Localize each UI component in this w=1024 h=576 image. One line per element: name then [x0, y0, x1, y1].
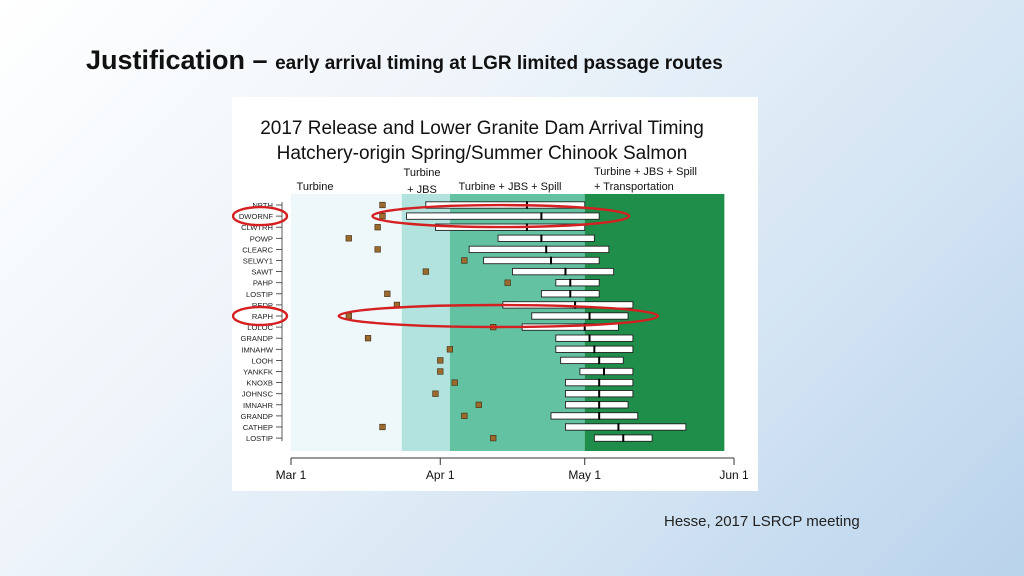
zone-band-1: [401, 194, 450, 451]
zone-label-turbine: Turbine: [297, 181, 334, 193]
group-label-18: IMNAHR: [243, 401, 273, 410]
arrival-bar-14: [560, 356, 624, 365]
release-marker-21: [490, 434, 497, 442]
group-labels: NPTH DWORNF CLWTRH POWP CLEARC SELWY1 SAWT PAHP…: [239, 201, 283, 443]
release-marker-13: [446, 346, 454, 353]
citation: Hesse, 2017 LSRCP meeting: [664, 513, 860, 530]
arrival-bar-19: [550, 412, 639, 420]
group-label-11: LOLOC: [247, 323, 273, 332]
x-axis: Mar 1 Apr 1 May 1 Jun 1: [276, 457, 749, 482]
group-label-1: DWORNF: [239, 212, 274, 221]
release-marker-1: [379, 213, 386, 220]
group-label-15: YANKFK: [243, 368, 273, 377]
arrival-bar-18: [565, 401, 629, 409]
x-tick-label-3: Jun 1: [719, 468, 749, 482]
release-marker-12: [364, 335, 372, 342]
group-label-6: SAWT: [251, 268, 273, 277]
slide-title: Justification – early arrival timing at …: [86, 40, 723, 77]
group-label-21: LOSTIP: [246, 434, 273, 443]
group-label-3: POWP: [250, 234, 273, 243]
release-marker-15: [437, 368, 444, 375]
highlight-label-ellipse-1: [232, 205, 289, 227]
release-marker-7: [504, 279, 511, 286]
group-label-20: CATHEP: [243, 423, 273, 432]
arrival-timing-chart: NPTH DWORNF CLWTRH POWP CLEARC SELWY1 SAWT PAHP…: [232, 118, 749, 482]
x-tick-label-1: Apr 1: [426, 468, 455, 482]
arrival-bar-20: [565, 423, 687, 431]
release-marker-0: [379, 201, 386, 209]
release-marker-18: [475, 401, 482, 408]
arrival-bar-5: [483, 256, 600, 265]
group-label-12: GRANDP: [241, 334, 274, 343]
arrival-bar-7: [555, 279, 600, 287]
release-marker-6: [422, 268, 429, 275]
chart-title-line2: Hatchery-origin Spring/Summer Chinook Sa…: [277, 143, 688, 164]
passage-zones: [291, 194, 725, 451]
group-label-7: PAHP: [253, 279, 273, 288]
group-label-2: CLWTRH: [241, 223, 273, 232]
group-label-16: KNOXB: [246, 379, 273, 388]
release-marker-16: [451, 379, 458, 386]
chart-title-line1: 2017 Release and Lower Granite Dam Arriv…: [260, 118, 704, 139]
release-marker-3: [345, 235, 352, 242]
zone-label-turbine-jbs-spill: Turbine + JBS + Spill: [459, 181, 562, 193]
group-label-14: LOOH: [251, 356, 273, 365]
highlight-ellipses: [232, 203, 660, 329]
release-marker-10: [345, 312, 352, 320]
group-label-4: CLEARC: [242, 245, 273, 254]
release-marker-8: [384, 290, 391, 297]
zone-band-0: [291, 194, 402, 451]
arrival-bar-6: [512, 267, 615, 276]
group-label-8: LOSTIP: [246, 290, 273, 299]
highlight-label-ellipse-10: [232, 305, 289, 327]
slide-title-main: Justification: [86, 45, 246, 75]
group-label-0: NPTH: [252, 201, 273, 210]
release-marker-14: [437, 357, 444, 364]
release-marker-5: [461, 257, 468, 264]
group-label-13: IMNAHW: [241, 345, 273, 354]
x-tick-label-0: Mar 1: [276, 468, 307, 482]
highlight-bar-ellipse-10: [337, 303, 660, 329]
arrival-bar-10: [531, 312, 629, 320]
group-label-19: GRANDP: [241, 412, 274, 421]
release-marker-4: [374, 246, 381, 253]
release-marker-19: [461, 412, 468, 420]
group-label-10: RAPH: [252, 312, 273, 321]
group-label-9: REDP: [252, 301, 273, 310]
slide-title-dash: –: [245, 45, 276, 75]
group-label-17: JOHNSC: [242, 390, 274, 399]
arrival-bar-3: [497, 234, 595, 242]
zone-label-turbine-jbs-line1: Turbine: [404, 167, 441, 179]
zone-label-transport-line1: Turbine + JBS + Spill: [594, 166, 697, 178]
group-label-5: SELWY1: [243, 257, 273, 266]
arrival-bar-4: [468, 245, 610, 254]
arrival-bar-15: [579, 367, 634, 376]
arrival-bar-12: [555, 334, 634, 342]
release-marker-20: [379, 423, 386, 431]
arrival-bar-1: [406, 212, 600, 220]
zone-label-turbine-jbs-line2: + JBS: [407, 184, 437, 196]
chart-figure: NPTH DWORNF CLWTRH POWP CLEARC SELWY1 SAWT PAHP…: [232, 97, 758, 491]
slide-title-subtitle: early arrival timing at LGR limited pass…: [275, 53, 723, 74]
x-tick-label-2: May 1: [568, 468, 601, 482]
release-marker-2: [374, 224, 381, 231]
highlight-bar-ellipse-1: [371, 203, 631, 229]
zone-label-transport-line2: + Transportation: [594, 181, 674, 193]
release-marker-17: [432, 390, 439, 397]
